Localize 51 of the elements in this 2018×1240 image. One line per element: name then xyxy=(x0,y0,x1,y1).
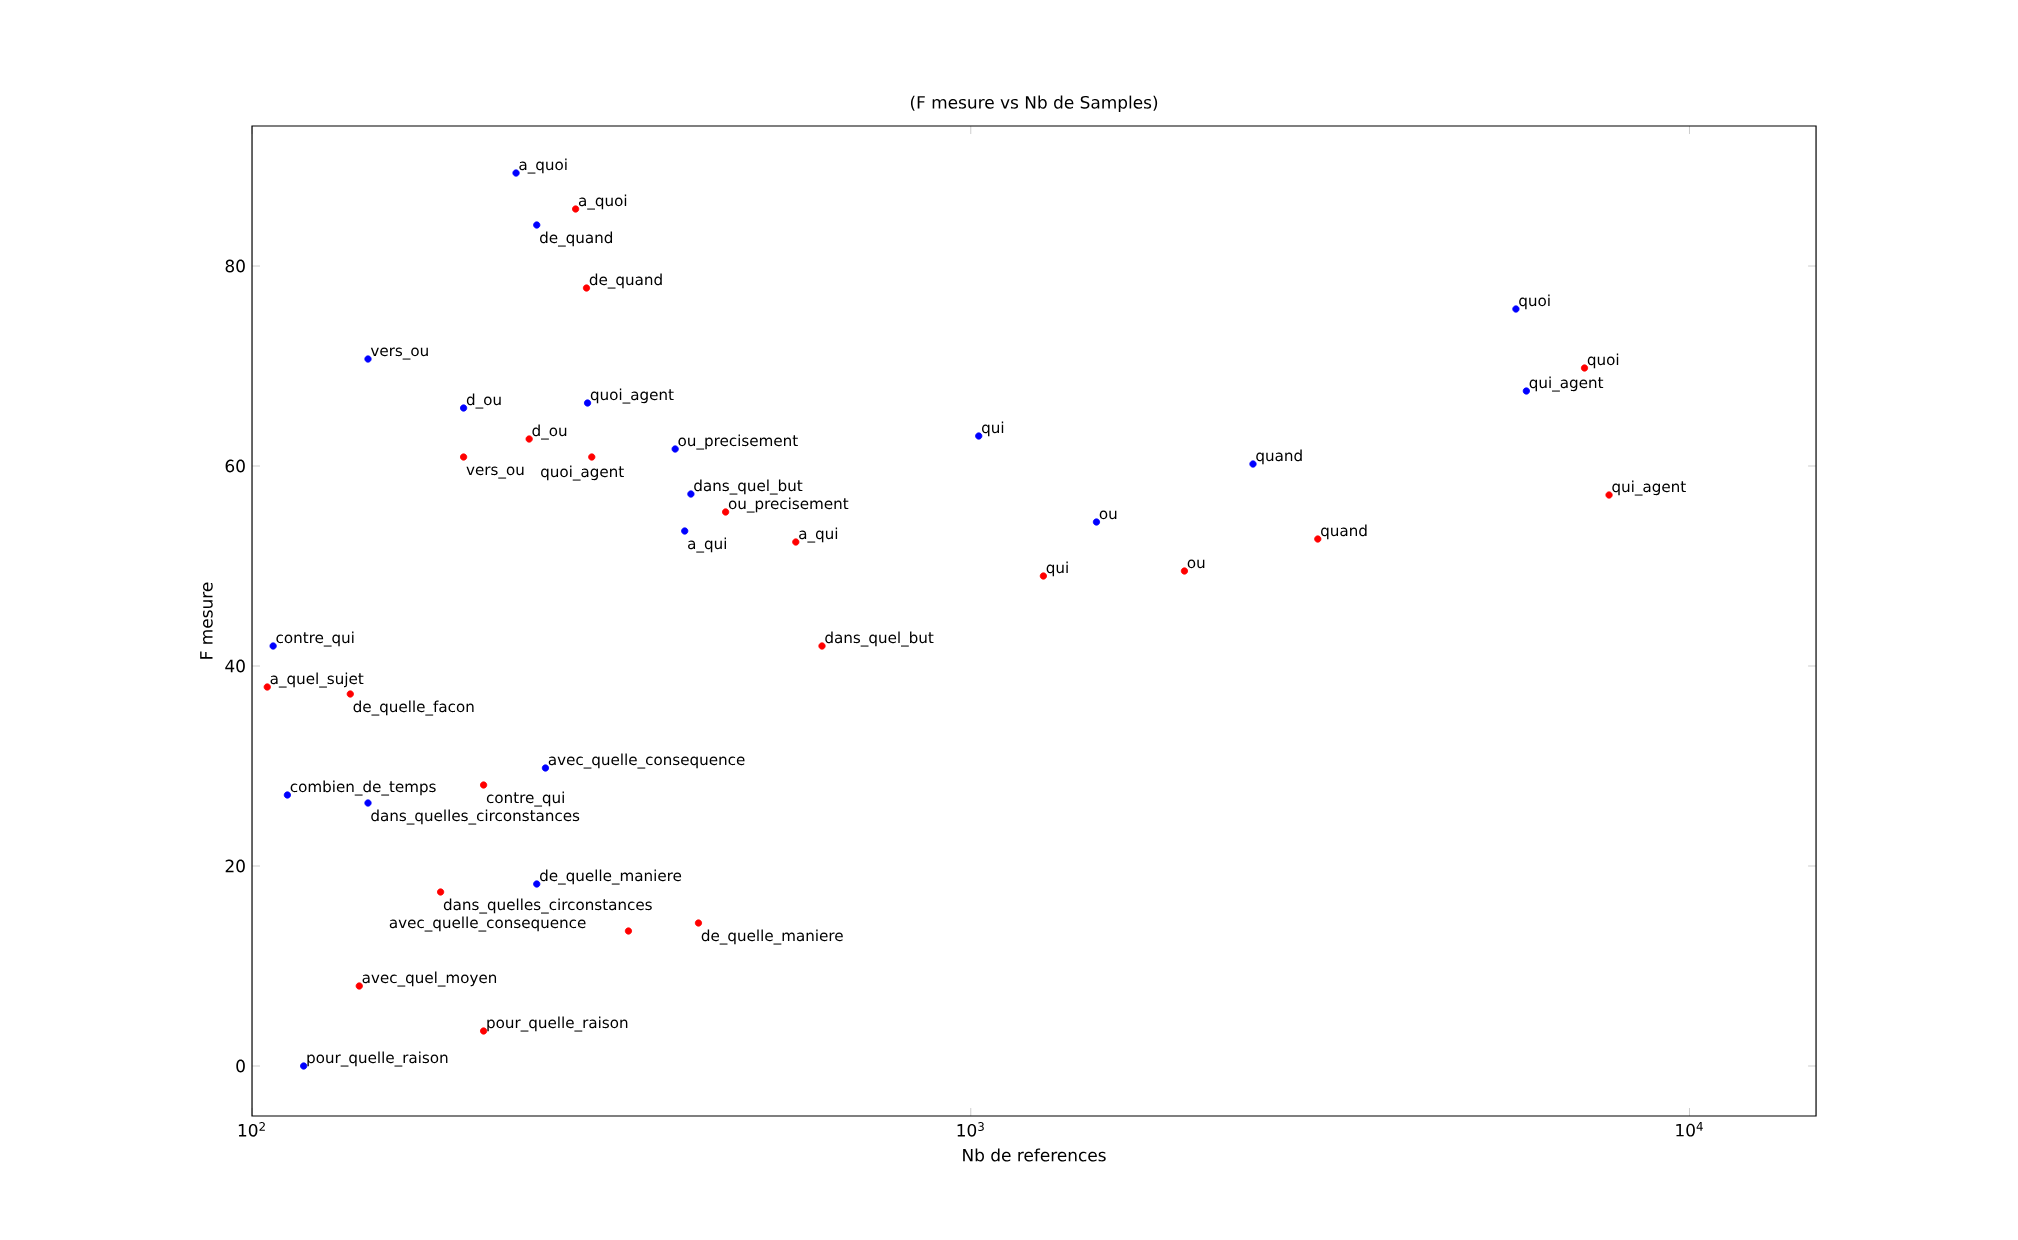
y-tick-label: 80 xyxy=(225,259,245,273)
annotation: quoi xyxy=(1587,353,1619,369)
annotation: ou_precisement xyxy=(728,497,849,513)
annotation: d_ou xyxy=(532,424,567,440)
annotation: vers_ou xyxy=(370,347,428,360)
annotation: quoi xyxy=(1519,294,1550,310)
annotation: qui xyxy=(1046,561,1068,577)
annotation: d_ou xyxy=(466,393,501,409)
annotation: a_quel_sujet xyxy=(270,672,364,688)
annotation: a_quoi xyxy=(578,194,627,210)
annotation: de_quand xyxy=(589,273,662,289)
annotation: dans_quel_but xyxy=(694,479,803,495)
annotation: de_quelle_facon xyxy=(353,700,474,716)
x-tick-label: 10$^{3}$ xyxy=(957,1122,984,1137)
annotation: avec_quel_moyen xyxy=(362,971,497,987)
annotation: contre_qui xyxy=(276,631,354,647)
annotation: de_quelle_maniere xyxy=(540,869,682,885)
annotation: qui_agent xyxy=(1529,376,1604,392)
annotation: avec_quelle_consequence xyxy=(389,916,586,932)
annotation: quand xyxy=(1256,449,1302,465)
annotation: qui xyxy=(982,421,1004,437)
annotation: de_quand xyxy=(540,231,613,247)
annotation: ou xyxy=(1099,510,1117,520)
annotation: dans_quelles_circonstances xyxy=(371,809,580,825)
annotation: combien_de_temps xyxy=(290,780,436,796)
annotation: pour_quelle_raison xyxy=(307,1051,448,1067)
annotation: a_quoi xyxy=(519,158,567,174)
annotation: qui_agent xyxy=(1612,480,1686,496)
x-axis-title: Nb de references xyxy=(963,1148,1106,1162)
y-tick-label: 20 xyxy=(225,859,245,873)
y-tick-label: 40 xyxy=(225,659,245,673)
annotation: ou xyxy=(1187,559,1205,569)
annotation: dans_quelles_circonstances xyxy=(443,898,652,914)
annotation: quoi_agent xyxy=(590,388,674,404)
annotation: contre_qui xyxy=(486,791,564,807)
x-tick-label: 10$^{4}$ xyxy=(1676,1122,1703,1137)
y-tick-label: 60 xyxy=(225,459,245,473)
annotation: a_qui xyxy=(799,527,838,543)
annotation: ou_precisement xyxy=(678,434,798,450)
chart-title: (F mesure vs Nb de Samples) xyxy=(910,95,1158,113)
annotation: pour_quelle_raison xyxy=(487,1016,628,1032)
annotation: a_qui xyxy=(688,537,726,553)
annotation: vers_ou xyxy=(466,466,524,479)
annotation: dans_quel_but xyxy=(825,631,934,647)
annotation: de_quelle_maniere xyxy=(701,929,843,945)
y-axis-title: F mesure xyxy=(200,582,213,659)
annotation: avec_quelle_consequence xyxy=(548,753,745,769)
annotation: quoi_agent xyxy=(541,465,624,481)
y-tick-label: 0 xyxy=(236,1059,245,1073)
x-tick-label: 10$^{2}$ xyxy=(238,1122,265,1137)
annotation: quand xyxy=(1321,524,1367,540)
